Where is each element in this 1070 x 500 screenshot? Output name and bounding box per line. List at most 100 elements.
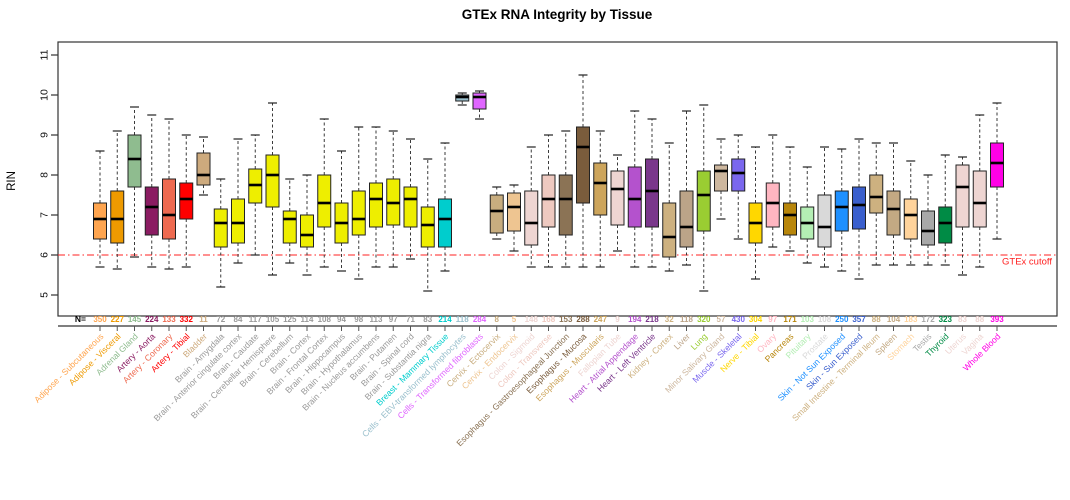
box — [420, 206, 435, 248]
plot-area: 5 6 7 8 9 10 11 GTEx cutoff N= 350 Adipose - Subcu… — [32, 41, 1058, 448]
count-label: 323 — [939, 315, 953, 324]
box — [886, 190, 901, 236]
count-label: 84 — [234, 315, 243, 324]
count-label: 145 — [128, 315, 142, 324]
count-label: 288 — [576, 315, 590, 324]
count-label: 125 — [283, 315, 297, 324]
box — [593, 162, 608, 216]
box — [955, 164, 970, 228]
count-label: 357 — [852, 315, 866, 324]
box — [179, 182, 194, 220]
count-label: 9 — [615, 315, 620, 324]
y-tick-label: 11 — [39, 49, 51, 60]
box — [127, 134, 142, 188]
box — [679, 190, 694, 248]
box — [662, 202, 677, 258]
box — [351, 190, 366, 236]
box — [541, 174, 556, 228]
chart-title: GTEx RNA Integrity by Tissue — [462, 7, 653, 22]
count-label: 194 — [628, 315, 642, 324]
count-label: 32 — [665, 315, 674, 324]
count-label: 430 — [732, 315, 746, 324]
box — [213, 208, 228, 248]
tissue-label: Adipose - Subcutaneous — [32, 331, 105, 404]
box — [282, 210, 297, 244]
y-tick-label: 10 — [39, 89, 51, 101]
box — [714, 164, 728, 192]
count-label: 88 — [872, 315, 881, 324]
count-label: 8 — [495, 315, 500, 324]
box — [938, 206, 953, 244]
count-label: 320 — [697, 315, 711, 324]
count-label: 105 — [266, 315, 280, 324]
box — [696, 170, 711, 232]
count-label: 224 — [145, 315, 159, 324]
count-label: 104 — [887, 315, 901, 324]
box — [627, 166, 642, 228]
count-label: 304 — [749, 315, 763, 324]
box — [93, 202, 107, 240]
y-tick-label: 7 — [39, 212, 51, 218]
box — [507, 192, 521, 232]
box — [576, 126, 590, 204]
box — [903, 198, 918, 240]
cutoff-label: GTEx cutoff — [1002, 257, 1052, 268]
count-label: 171 — [783, 315, 797, 324]
count-label: 94 — [337, 315, 346, 324]
y-tick-label: 8 — [39, 172, 51, 178]
count-label: 172 — [921, 315, 935, 324]
count-label: 284 — [473, 315, 487, 324]
box — [317, 174, 332, 228]
box — [783, 202, 797, 236]
count-label: 393 — [990, 315, 1004, 324]
n-prefix-label: N= — [75, 314, 86, 324]
count-label: 114 — [301, 315, 314, 324]
box — [990, 142, 1004, 188]
y-axis-title: RIN — [6, 171, 18, 191]
count-label: 83 — [423, 315, 432, 324]
box — [144, 186, 159, 236]
box — [610, 170, 625, 226]
count-label: 227 — [111, 315, 125, 324]
box — [265, 154, 280, 208]
box — [834, 190, 849, 232]
y-tick-label: 6 — [39, 252, 51, 258]
box — [524, 190, 539, 246]
count-label: 11 — [199, 315, 208, 324]
count-label: 214 — [438, 315, 452, 324]
count-label: 118 — [456, 315, 469, 324]
box — [972, 170, 987, 228]
box — [438, 198, 452, 248]
count-label: 183 — [904, 315, 918, 324]
tissue-label: Liver — [672, 331, 692, 351]
count-label: 118 — [680, 315, 693, 324]
count-label: 113 — [370, 315, 383, 324]
count-label: 72 — [216, 315, 225, 324]
count-label: 133 — [162, 315, 176, 324]
count-label: 98 — [354, 315, 363, 324]
plot-frame — [57, 41, 1058, 317]
count-label: 168 — [542, 315, 556, 324]
box — [817, 194, 832, 248]
y-tick-label: 9 — [39, 132, 51, 138]
count-label: 71 — [406, 315, 415, 324]
box — [162, 178, 176, 240]
box — [369, 182, 383, 228]
box — [300, 214, 314, 248]
box — [645, 158, 659, 228]
box — [472, 92, 487, 110]
count-label: 83 — [958, 315, 967, 324]
count-label: 5 — [512, 315, 517, 324]
box — [489, 194, 504, 234]
box — [921, 210, 935, 246]
count-label: 250 — [835, 315, 849, 324]
count-label: 88 — [975, 315, 984, 324]
count-label: 350 — [93, 315, 107, 324]
count-label: 218 — [645, 315, 659, 324]
box — [110, 190, 125, 244]
count-label: 57 — [717, 315, 726, 324]
box — [852, 186, 866, 230]
count-label: 103 — [801, 315, 815, 324]
